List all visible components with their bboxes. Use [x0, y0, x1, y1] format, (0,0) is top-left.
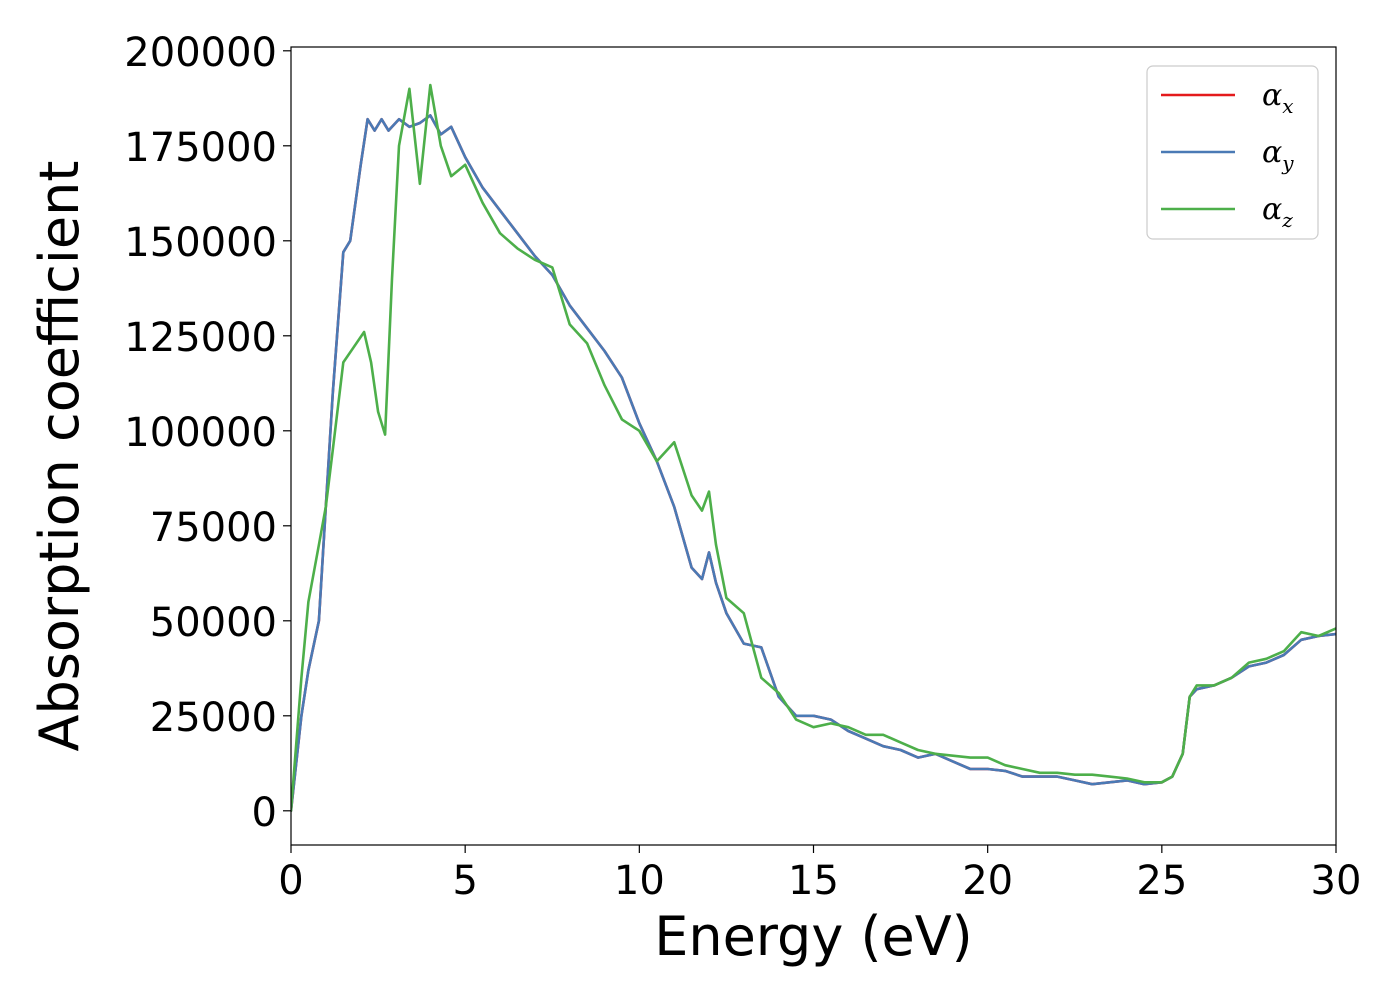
x-axis: 0 5 10 15 20 25 30 — [278, 845, 1361, 904]
y-tick-label: 175000 — [124, 125, 277, 171]
y-tick-label: 0 — [252, 790, 277, 836]
x-tick-label: 10 — [614, 858, 665, 904]
legend-label-z: αz — [1262, 192, 1293, 232]
y-axis: 0 25000 50000 75000 100000 125000 150000 175000… — [124, 30, 291, 836]
y-tick-label: 125000 — [124, 315, 277, 361]
x-axis-title: Energy (eV) — [654, 905, 973, 968]
legend-label-y: αy — [1262, 135, 1294, 175]
y-tick-label: 50000 — [150, 600, 277, 646]
x-tick-label: 30 — [1311, 858, 1362, 904]
x-tick-label: 20 — [962, 858, 1013, 904]
x-tick-label: 15 — [788, 858, 839, 904]
legend: αx αy αz — [1146, 65, 1319, 240]
y-tick-label: 100000 — [124, 410, 277, 456]
y-tick-label: 25000 — [150, 695, 277, 741]
plot-area — [291, 83, 1336, 813]
plot-frame — [290, 46, 1337, 846]
legend-label-x: αx — [1262, 78, 1294, 118]
series-line-z — [291, 83, 1336, 813]
y-tick-label: 150000 — [124, 220, 277, 266]
x-tick-label: 0 — [278, 858, 303, 904]
y-tick-label: 200000 — [124, 30, 277, 76]
x-tick-label: 25 — [1136, 858, 1187, 904]
y-tick-label: 75000 — [150, 505, 277, 551]
y-axis-title: Absorption coefficient — [28, 161, 91, 752]
x-tick-label: 5 — [452, 858, 477, 904]
